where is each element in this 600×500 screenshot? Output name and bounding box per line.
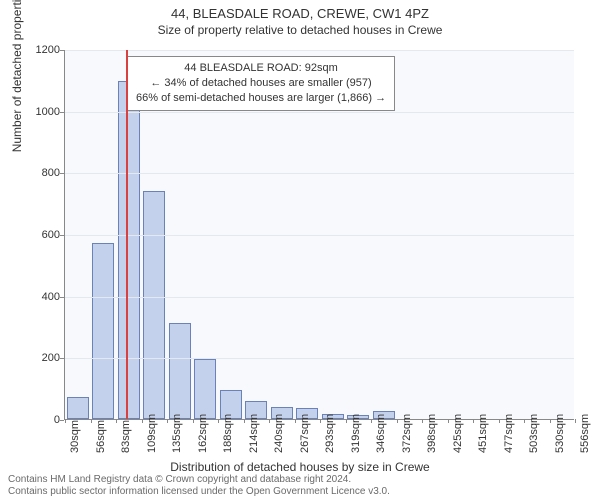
x-tick-label: 556sqm <box>579 414 591 453</box>
x-tick-label: 477sqm <box>503 414 515 453</box>
y-tick-label: 200 <box>24 352 60 364</box>
y-tick-label: 1200 <box>24 44 60 56</box>
x-tick-label: 162sqm <box>197 414 209 453</box>
chart-annotation-box: 44 BLEASDALE ROAD: 92sqm ← 34% of detach… <box>127 56 395 111</box>
x-tick-label: 425sqm <box>452 414 464 453</box>
x-tick-label: 293sqm <box>324 414 336 453</box>
x-tick-label: 346sqm <box>375 414 387 453</box>
x-tick-label: 398sqm <box>426 414 438 453</box>
x-tick-label: 240sqm <box>273 414 285 453</box>
histogram-bar <box>118 81 140 419</box>
page-subtitle: Size of property relative to detached ho… <box>0 21 600 41</box>
y-tick-label: 600 <box>24 229 60 241</box>
x-tick-label: 135sqm <box>171 414 183 453</box>
histogram-bar <box>194 359 216 419</box>
histogram-bar <box>169 323 191 419</box>
x-tick-label: 109sqm <box>146 414 158 453</box>
histogram-bar <box>143 191 165 419</box>
x-tick-label: 56sqm <box>95 420 107 453</box>
y-axis-label: Number of detached properties <box>10 0 24 152</box>
footer-line-1: Contains HM Land Registry data © Crown c… <box>8 474 390 486</box>
annotation-line-2: ← 34% of detached houses are smaller (95… <box>136 76 386 91</box>
property-marker-line <box>126 50 128 419</box>
x-tick-label: 214sqm <box>248 414 260 453</box>
x-tick-label: 267sqm <box>299 414 311 453</box>
x-tick-label: 530sqm <box>554 414 566 453</box>
x-tick-label: 503sqm <box>528 414 540 453</box>
histogram-bar <box>92 243 114 419</box>
x-tick-label: 83sqm <box>120 420 132 453</box>
chart-plot-area: 44 BLEASDALE ROAD: 92sqm ← 34% of detach… <box>64 50 574 420</box>
page-title: 44, BLEASDALE ROAD, CREWE, CW1 4PZ <box>0 0 600 21</box>
footer-line-2: Contains public sector information licen… <box>8 486 390 498</box>
x-axis-label: Distribution of detached houses by size … <box>0 460 600 474</box>
x-tick-label: 451sqm <box>477 414 489 453</box>
footer-attribution: Contains HM Land Registry data © Crown c… <box>8 474 390 498</box>
annotation-line-3: 66% of semi-detached houses are larger (… <box>136 91 386 106</box>
x-tick-label: 372sqm <box>401 414 413 453</box>
y-tick-label: 400 <box>24 291 60 303</box>
x-tick-label: 30sqm <box>69 420 81 453</box>
x-tick-label: 319sqm <box>350 414 362 453</box>
histogram-bar <box>67 397 89 419</box>
annotation-line-1: 44 BLEASDALE ROAD: 92sqm <box>136 61 386 76</box>
y-tick-label: 0 <box>24 414 60 426</box>
y-tick-label: 1000 <box>24 106 60 118</box>
y-tick-label: 800 <box>24 167 60 179</box>
x-tick-label: 188sqm <box>222 414 234 453</box>
